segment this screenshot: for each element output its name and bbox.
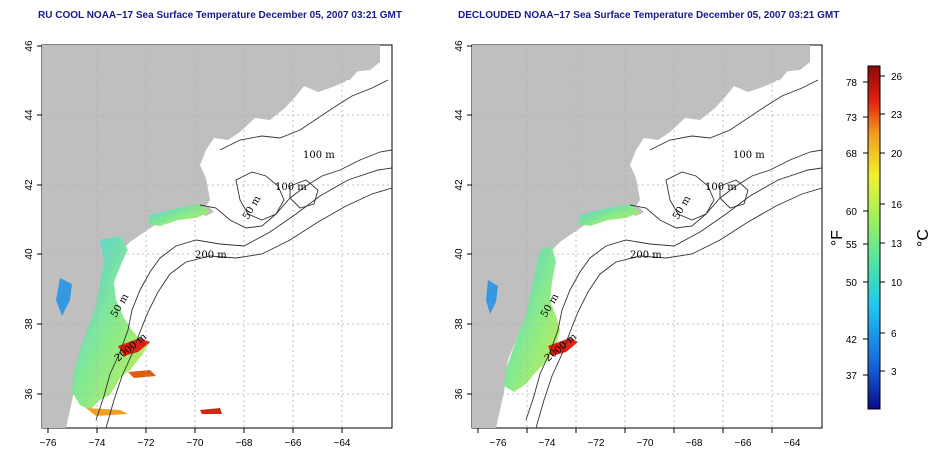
left-lon-tick: −74 [89,438,106,449]
left-sst-patch-coast [56,278,72,316]
left-lat-tick: 36 [24,388,35,400]
right-contour-label-100m: 100 m [705,182,737,193]
left-lon-tick: −76 [40,438,57,449]
right-lon-tick: −66 [735,438,752,449]
right-sst-patch-coast [486,280,498,314]
left-land-mass [42,45,380,428]
left-sst-patch-north [148,204,210,226]
left-contour-label-100m-north: 100 m [303,150,335,161]
right-sst-patch-main [504,246,560,392]
right-axis-ticks [467,45,773,433]
left-axis-ticks [37,45,343,433]
left-lat-tick: 40 [24,248,35,260]
left-lon-tick: −72 [138,438,155,449]
right-sst-warm-streak [548,338,578,356]
colorbar-f-tick: 68 [846,149,858,160]
colorbar-gradient [867,65,881,410]
left-panel-title: RU COOL NOAA−17 Sea Surface Temperature … [38,10,402,21]
right-lat-tick: 40 [454,248,465,260]
colorbar-f-tick: 50 [846,278,858,289]
colorbar-f-tick: 78 [846,78,858,89]
right-lon-tick: −68 [686,438,703,449]
colorbar-c-tick: 20 [891,149,903,160]
right-map-panel: 100 m 100 m 50 m 200 m 50 m 2000 m −76 −… [454,40,823,449]
colorbar-c-tick: 6 [891,329,897,340]
right-lat-tick: 46 [454,40,465,52]
left-nova-scotia [300,60,362,82]
left-bathymetry-contours [95,79,392,428]
colorbar-fahrenheit-label: °F [829,230,846,246]
left-contour-label-100m: 100 m [275,182,307,193]
right-contour-label-200m: 200 m [630,250,662,261]
left-sst-warm-streak-3 [86,408,128,416]
left-lon-tick: −66 [285,438,302,449]
colorbar-f-tick: 42 [846,335,858,346]
left-sst-warm-streak-2 [128,370,156,378]
right-lon-tick: −70 [637,438,654,449]
right-sst-patch-north [578,204,640,226]
right-grid [472,45,822,428]
left-lat-tick: 42 [24,179,35,191]
colorbar-c-tick: 13 [891,239,903,250]
left-sst-warm-streak-4 [200,408,222,414]
colorbar: 78 73 68 60 55 50 42 37 26 23 20 16 13 1… [829,65,932,410]
right-land-mass [472,45,810,428]
right-lat-tick: 44 [454,109,465,121]
right-lon-tick: −74 [539,438,556,449]
colorbar-celsius-label: °C [915,229,932,247]
colorbar-c-tick: 23 [891,110,903,121]
right-nova-scotia [730,60,792,82]
right-lat-tick: 36 [454,388,465,400]
left-sst-patch-main [72,236,150,410]
colorbar-c-tick: 3 [891,367,897,378]
right-panel-title: DECLOUDED NOAA−17 Sea Surface Temperatur… [458,10,840,21]
left-grid [42,45,392,428]
left-lat-tick: 38 [24,318,35,330]
left-sst-warm-streak [118,338,150,356]
colorbar-f-tick: 60 [846,207,858,218]
left-lon-tick: −64 [334,438,351,449]
right-lat-tick: 42 [454,179,465,191]
left-lat-tick: 44 [24,109,35,121]
left-lat-tick: 46 [24,40,35,52]
left-lon-tick: −68 [236,438,253,449]
colorbar-c-tick: 10 [891,278,903,289]
left-map-panel: 100 m 100 m 50 m 200 m 50 m 2000 m −76 −… [24,40,393,449]
right-lat-tick: 38 [454,318,465,330]
left-lon-tick: −70 [187,438,204,449]
colorbar-f-tick: 37 [846,371,858,382]
right-contour-label-100m-north: 100 m [733,150,765,161]
right-bathymetry-contours [525,79,822,428]
right-lon-tick: −72 [588,438,605,449]
colorbar-f-tick: 55 [846,240,858,251]
colorbar-f-tick: 73 [846,113,858,124]
colorbar-c-tick: 26 [891,72,903,83]
colorbar-c-tick: 16 [891,200,903,211]
right-lon-tick: −64 [784,438,801,449]
left-contour-label-200m: 200 m [195,250,227,261]
right-lon-tick: −76 [490,438,507,449]
